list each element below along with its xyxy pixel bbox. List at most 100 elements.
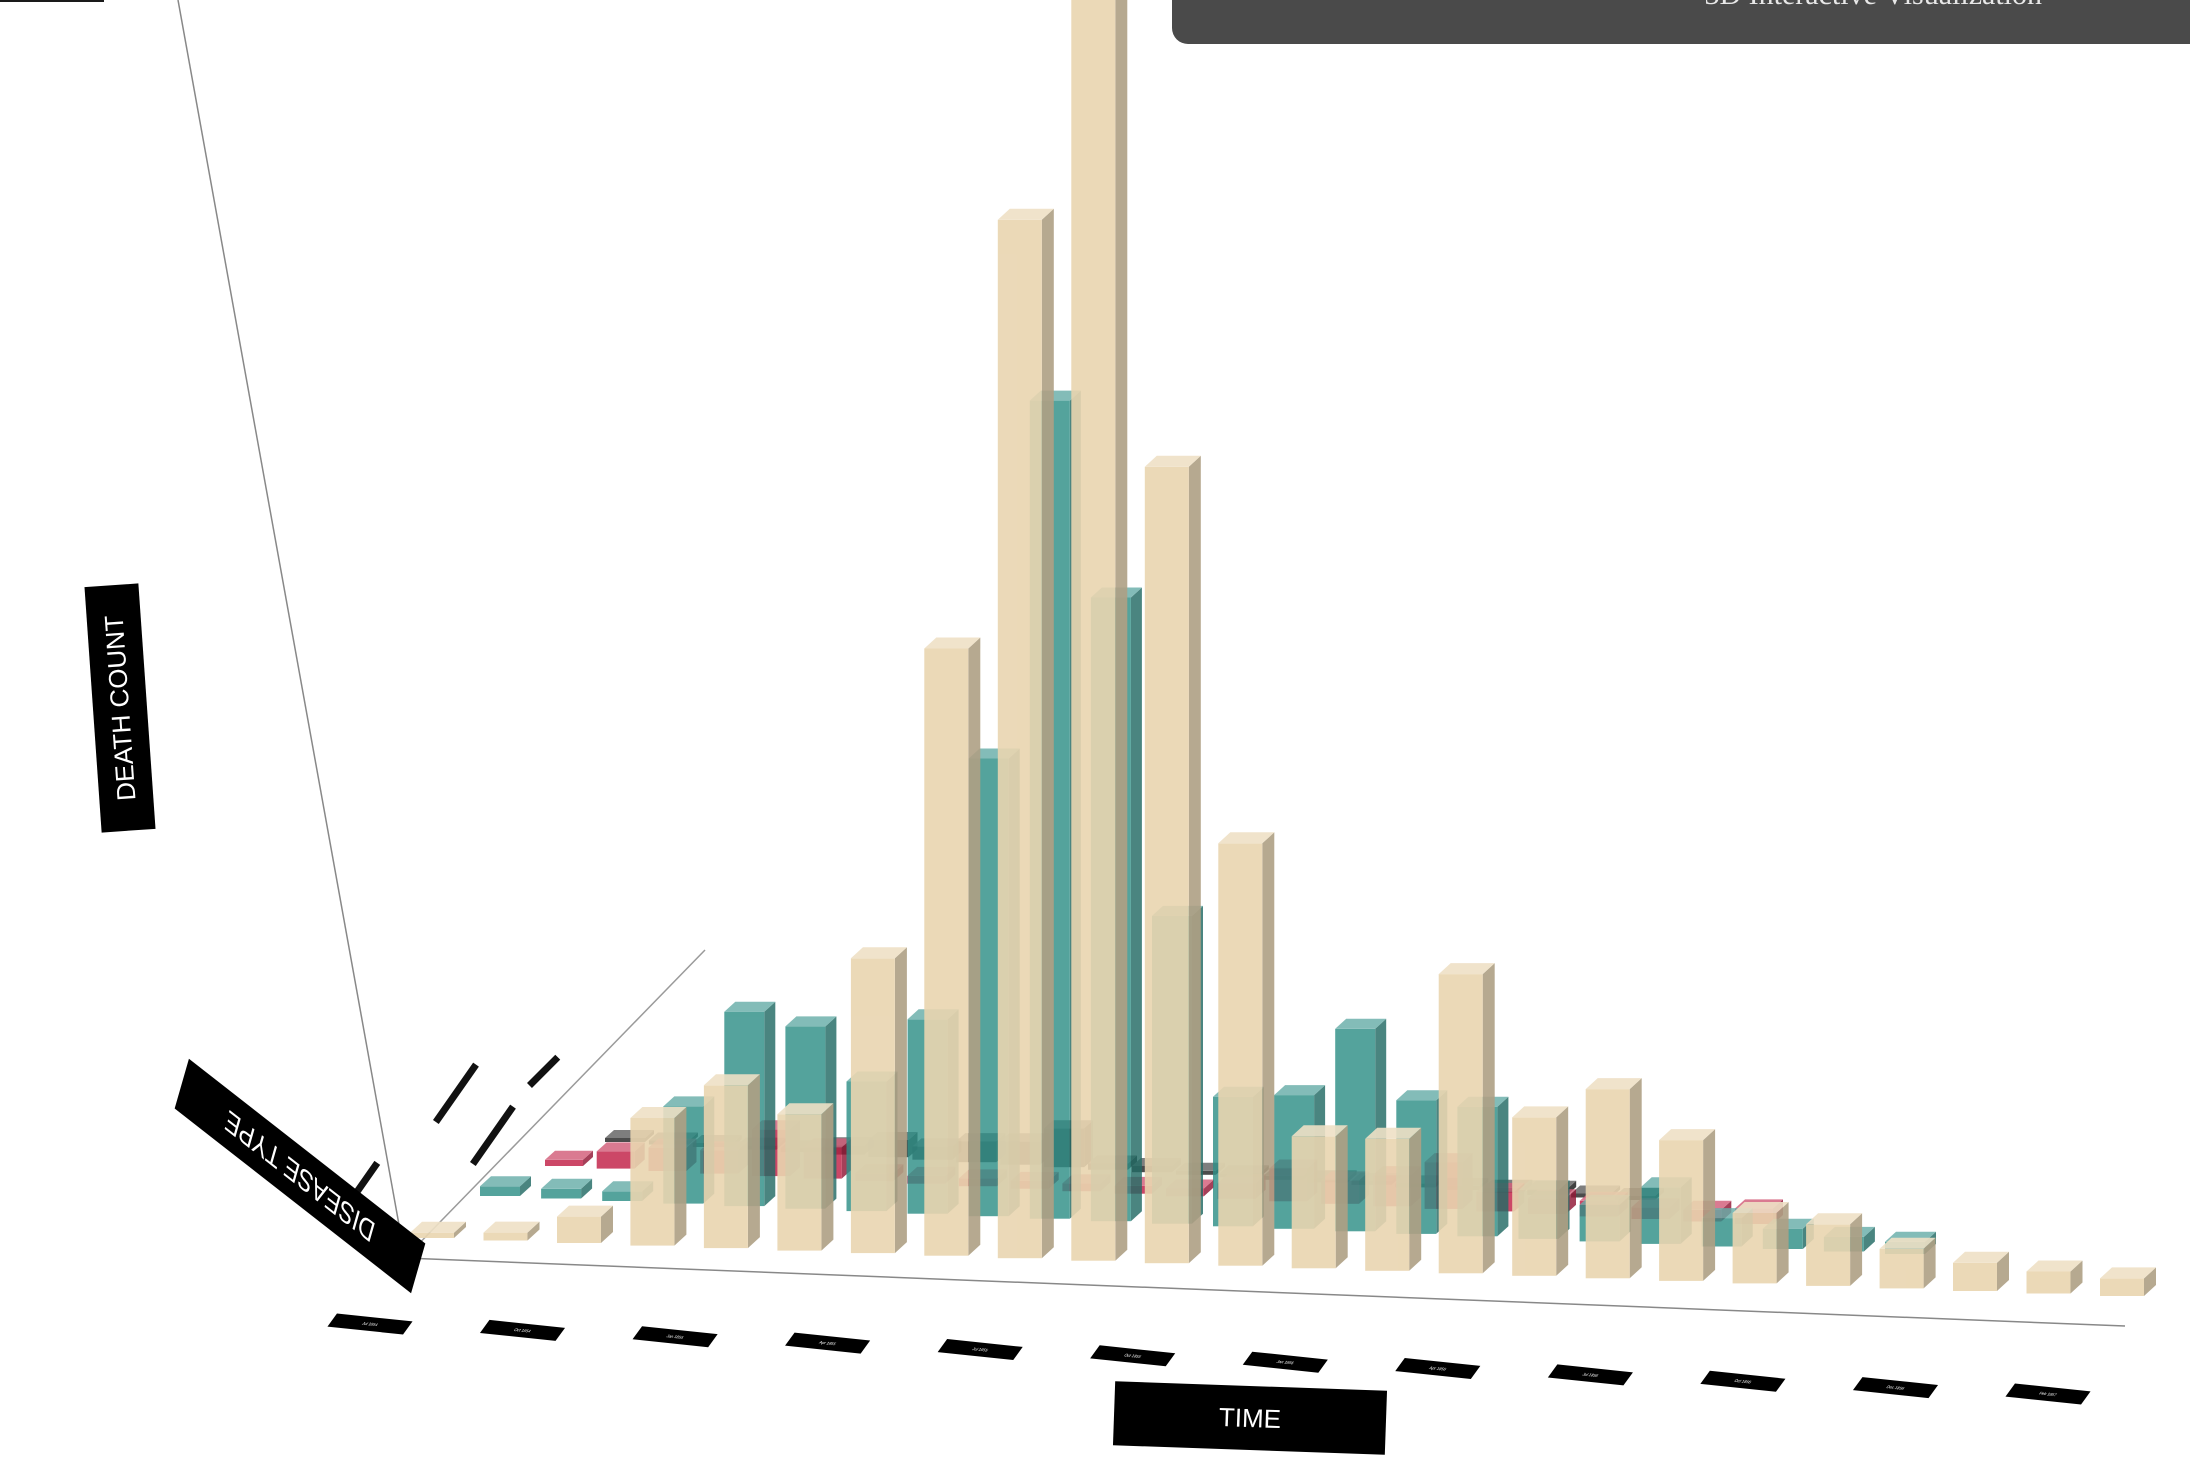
bar-top <box>1335 1018 1387 1029</box>
bar-0-6[interactable] <box>850 947 907 1254</box>
x-tick-background <box>1700 1370 1786 1392</box>
x-tick-text: Apr 1855 <box>818 1340 838 1346</box>
x-tick-background <box>479 1319 566 1341</box>
bar-top <box>410 1221 466 1233</box>
bar-front <box>1806 1224 1851 1286</box>
bar-front <box>850 958 895 1254</box>
bar-0-11[interactable] <box>1218 832 1275 1266</box>
x-tick-background <box>1395 1357 1481 1380</box>
row-mark-red <box>432 1062 479 1125</box>
bar-side <box>1776 1202 1789 1284</box>
x-tick-label: Feb 1857 <box>2005 1383 2091 1405</box>
bar-front <box>1071 0 1116 1261</box>
bar-0-22[interactable] <box>2026 1260 2083 1294</box>
bar-front <box>1218 843 1263 1266</box>
bar-0-17[interactable] <box>1659 1129 1716 1281</box>
x-tick-label: Oct 1855 <box>1090 1345 1176 1367</box>
bar-0-9[interactable] <box>1071 0 1128 1261</box>
bar-side <box>520 1176 531 1196</box>
bar-front <box>777 1114 822 1251</box>
bar-side <box>1863 1226 1875 1252</box>
zlabel: DISEASE TYPE <box>222 1103 378 1248</box>
bar-0-0[interactable] <box>410 1221 466 1238</box>
bar-top <box>850 947 907 959</box>
bar-side <box>1130 587 1142 1222</box>
header-subtitle: 3D Interactive Visualization <box>1704 0 2042 12</box>
bar-top <box>1144 455 1201 467</box>
bar-0-3[interactable] <box>630 1107 687 1246</box>
bar-1-0[interactable] <box>480 1176 531 1196</box>
bar-0-15[interactable] <box>1512 1106 1569 1276</box>
bar-1-1[interactable] <box>541 1178 593 1199</box>
bar-side <box>581 1178 593 1199</box>
x-tick-text: Oct 1855 <box>1123 1353 1143 1359</box>
bar-side <box>583 1150 593 1166</box>
bar-0-8[interactable] <box>997 208 1054 1259</box>
bar-front <box>557 1216 601 1243</box>
bar-top <box>924 637 981 649</box>
bar-0-19[interactable] <box>1806 1213 1863 1286</box>
bar-top <box>1396 1090 1448 1101</box>
bar-0-2[interactable] <box>557 1205 613 1243</box>
bar-top <box>1585 1078 1642 1090</box>
bar-0-13[interactable] <box>1365 1127 1422 1271</box>
bar-front <box>1365 1138 1410 1271</box>
bar-0-1[interactable] <box>483 1221 540 1241</box>
bar-top <box>545 1150 593 1160</box>
bar-front <box>1144 466 1189 1264</box>
bar-side <box>821 1103 834 1251</box>
bar-0-10[interactable] <box>1144 455 1201 1264</box>
bar-top <box>557 1205 613 1217</box>
bar-top <box>997 208 1054 220</box>
bar-side <box>1850 1213 1863 1286</box>
bar-0-14[interactable] <box>1438 963 1495 1274</box>
bar-top <box>630 1107 687 1118</box>
bar-side <box>1497 1096 1509 1237</box>
zlabel-box: DISEASE TYPE <box>174 1058 426 1294</box>
x-tick-text: Jul 1856 <box>1581 1372 1600 1378</box>
bar-0-7[interactable] <box>924 637 981 1256</box>
bar-top <box>1659 1129 1716 1141</box>
xlabel-background <box>1112 1381 1388 1455</box>
bar-front <box>480 1186 520 1196</box>
x-tick-background <box>1242 1351 1328 1373</box>
bar-0-5[interactable] <box>777 1103 834 1251</box>
bar-top <box>1879 1237 1936 1249</box>
bar-front <box>703 1085 748 1249</box>
bar-front <box>2026 1271 2071 1294</box>
bar-side <box>527 1221 540 1241</box>
bar-top <box>2026 1260 2083 1272</box>
bar-0-12[interactable] <box>1291 1125 1348 1269</box>
bar-2-0[interactable] <box>545 1150 593 1166</box>
bar-side <box>1335 1125 1348 1269</box>
zlabel-background <box>174 1058 426 1294</box>
bar-top <box>1512 1106 1569 1118</box>
bar-0-16[interactable] <box>1585 1078 1642 1279</box>
bar-front <box>541 1188 582 1199</box>
bar-top <box>1218 832 1275 844</box>
bar-0-23[interactable] <box>2100 1267 2156 1296</box>
bar-0-20[interactable] <box>1879 1237 1936 1289</box>
bar-front <box>1585 1089 1630 1279</box>
bar-0-4[interactable] <box>703 1074 760 1249</box>
bar-top <box>663 1096 715 1107</box>
bar-0-18[interactable] <box>1732 1202 1789 1284</box>
x-tick-background <box>1090 1345 1176 1367</box>
bar-front <box>483 1232 528 1241</box>
bar-side <box>894 947 907 1254</box>
bar-side <box>747 1074 760 1249</box>
x-tick-background <box>632 1326 718 1348</box>
bar-side <box>674 1107 687 1246</box>
bar-front <box>630 1118 675 1246</box>
bar-side <box>1262 832 1275 1266</box>
bar-front <box>545 1159 583 1166</box>
bar-side <box>764 1001 776 1207</box>
x-tick-label: Jul 1855 <box>937 1338 1023 1361</box>
x-tick-background <box>2005 1383 2091 1405</box>
bar-0-21[interactable] <box>1953 1251 2009 1291</box>
xlabel: TIME <box>1218 1402 1281 1434</box>
bar-top <box>785 1016 837 1027</box>
z-axis-line <box>404 949 706 1259</box>
x-tick-text: Jul 1855 <box>971 1347 990 1353</box>
